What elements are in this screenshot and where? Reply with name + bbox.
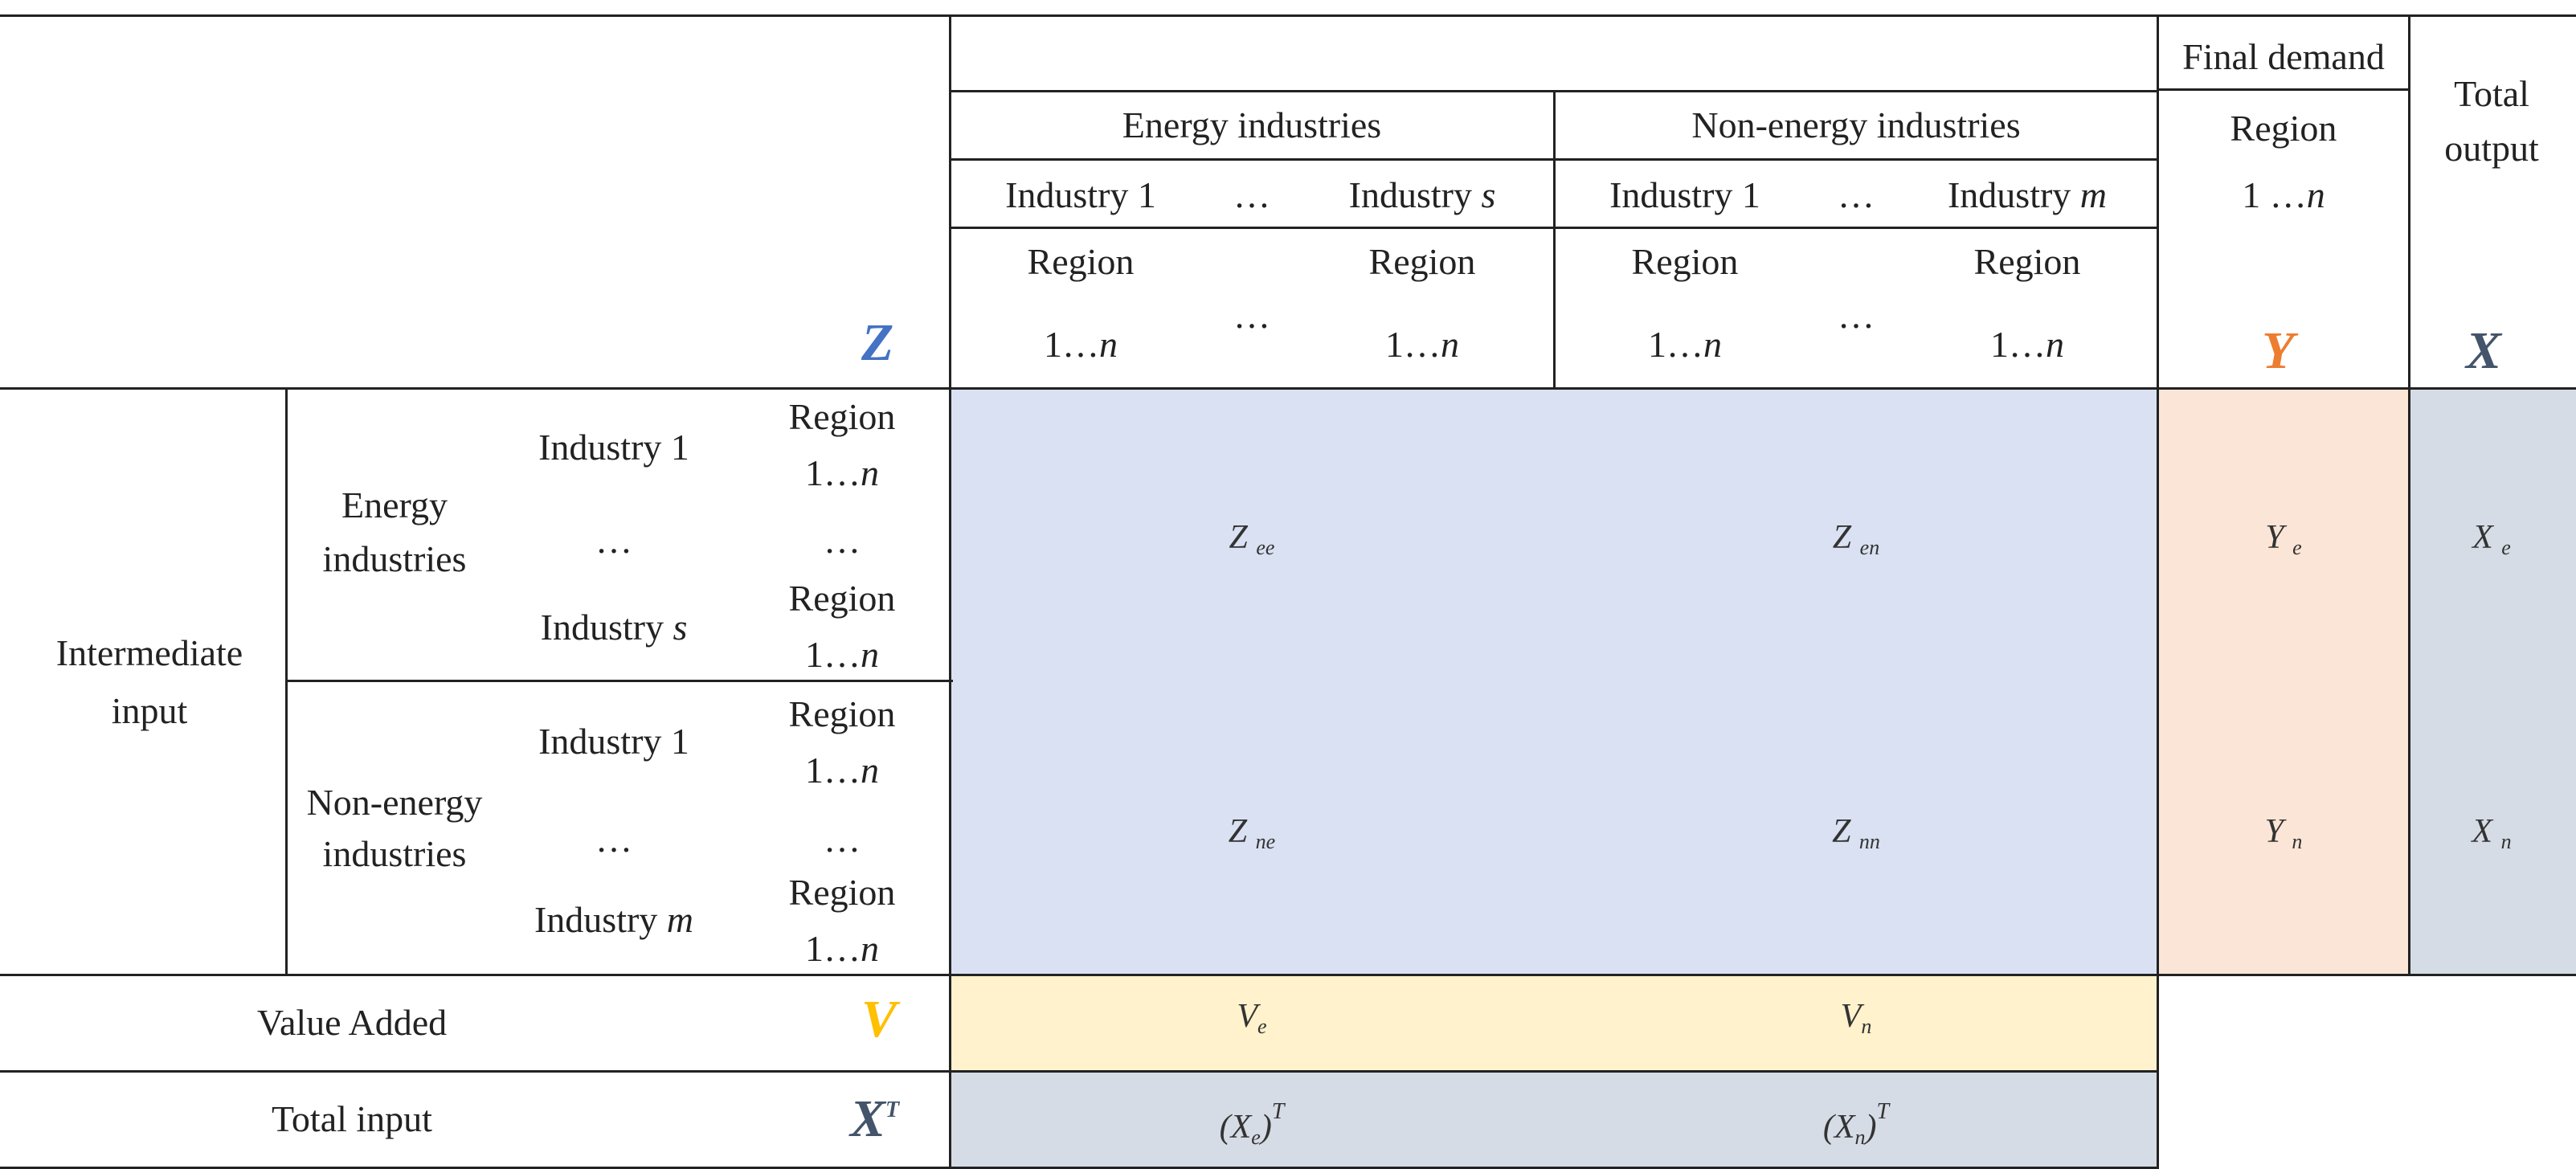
row-energy-line1: Energy bbox=[341, 484, 448, 525]
symbol-v: V bbox=[861, 990, 898, 1048]
row-energy-region-1: Region bbox=[788, 396, 896, 437]
header-nonenergy-ellipsis: … bbox=[1838, 174, 1875, 215]
header-total-output-line2: output bbox=[2444, 128, 2539, 169]
cell-x-e: X e bbox=[2472, 519, 2511, 559]
header-region-ellipsis-2: … bbox=[1838, 295, 1875, 336]
row-energy-region-ellipsis: … bbox=[824, 520, 861, 561]
row-nonenergy-line1: Non-energy bbox=[306, 782, 483, 823]
header-non-energy-industries: Non-energy industries bbox=[1691, 104, 2021, 145]
cell-x-n: X n bbox=[2472, 813, 2512, 853]
cell-z-ee: Z ee bbox=[1229, 519, 1275, 559]
header-nonenergy-industry-1: Industry 1 bbox=[1609, 174, 1760, 215]
row-nonenergy-region-ellipsis: … bbox=[824, 819, 861, 860]
header-region-2: Region bbox=[1368, 241, 1476, 282]
row-nonenergy-range-1: 1…n bbox=[805, 750, 879, 791]
rule-value-added-bottom bbox=[0, 1070, 2159, 1073]
row-nonenergy-line2: industries bbox=[322, 833, 467, 874]
header-range-3: 1…n bbox=[1648, 324, 1722, 365]
z-matrix-block bbox=[951, 389, 2157, 975]
symbol-x: X bbox=[2466, 321, 2502, 380]
header-nonenergy-industry-m: Industry m bbox=[1947, 174, 2108, 215]
cell-z-ne: Z ne bbox=[1228, 813, 1276, 853]
header-range-1: 1…n bbox=[1044, 324, 1118, 365]
row-energy-industry-s: Industry s bbox=[540, 607, 688, 648]
row-energy-range-2: 1…n bbox=[805, 634, 879, 675]
header-energy-industry-1: Industry 1 bbox=[1005, 174, 1156, 215]
header-final-demand: Final demand bbox=[2182, 36, 2385, 77]
row-nonenergy-region-1: Region bbox=[788, 693, 896, 734]
cell-xe-t: (Xe)T bbox=[1219, 1099, 1285, 1149]
cell-z-en: Z en bbox=[1832, 519, 1880, 559]
row-energy-line2: industries bbox=[322, 538, 467, 579]
header-total-output-line1: Total bbox=[2454, 73, 2529, 114]
header-region-4: Region bbox=[1973, 241, 2081, 282]
header-region-1: Region bbox=[1027, 241, 1135, 282]
cell-z-nn: Z nn bbox=[1832, 813, 1880, 853]
row-energy-region-2: Region bbox=[788, 578, 896, 619]
rule-intermediate-bottom bbox=[0, 974, 2576, 976]
symbol-xt: XT bbox=[850, 1089, 900, 1148]
v-value-added-block bbox=[951, 976, 2157, 1070]
header-range-4: 1…n bbox=[1990, 324, 2064, 365]
y-final-demand-block bbox=[2159, 389, 2408, 975]
vline-row-group bbox=[285, 387, 288, 975]
cell-v-n: Vn bbox=[1840, 998, 1872, 1038]
value-added-label: Value Added bbox=[256, 1002, 448, 1043]
header-energy-industry-s: Industry s bbox=[1348, 174, 1496, 215]
cell-y-n: Y n bbox=[2264, 813, 2303, 853]
rule-final-demand bbox=[2159, 88, 2408, 91]
xt-total-input-block bbox=[951, 1073, 2157, 1167]
row-intermediate-line1: Intermediate bbox=[55, 632, 243, 673]
row-nonenergy-range-2: 1…n bbox=[805, 928, 879, 969]
header-fd-region: Region bbox=[2230, 108, 2337, 149]
symbol-z: Z bbox=[861, 313, 894, 372]
row-energy-industry-1: Industry 1 bbox=[538, 427, 689, 468]
rule-sector-split bbox=[286, 680, 953, 682]
row-nonenergy-region-2: Region bbox=[788, 872, 896, 913]
rule-top bbox=[0, 14, 2576, 17]
total-input-label: Total input bbox=[272, 1098, 432, 1139]
vline-energy-split bbox=[1553, 90, 1556, 389]
header-energy-ellipsis: … bbox=[1233, 174, 1270, 215]
row-intermediate-line2: input bbox=[111, 690, 188, 731]
row-energy-ellipsis: … bbox=[595, 520, 632, 561]
row-energy-range-1: 1…n bbox=[805, 452, 879, 493]
x-total-output-block bbox=[2410, 389, 2576, 975]
vline-matrix-left bbox=[949, 14, 951, 1169]
cell-xn-t: (Xn)T bbox=[1822, 1099, 1890, 1149]
row-nonenergy-industry-m: Industry m bbox=[534, 899, 694, 940]
header-region-ellipsis-1: … bbox=[1233, 295, 1270, 336]
rule-bottom bbox=[0, 1167, 2159, 1169]
vline-final-demand-left bbox=[2157, 14, 2159, 1169]
cell-y-e: Y e bbox=[2265, 519, 2302, 559]
rule-header-bottom bbox=[0, 387, 2576, 390]
header-range-2: 1…n bbox=[1385, 324, 1459, 365]
vline-total-output-left bbox=[2408, 14, 2410, 975]
header-region-3: Region bbox=[1631, 241, 1739, 282]
cell-v-e: Ve bbox=[1237, 998, 1267, 1038]
row-nonenergy-industry-1: Industry 1 bbox=[538, 721, 689, 762]
header-fd-range: 1 …n bbox=[2242, 174, 2325, 215]
header-energy-industries: Energy industries bbox=[1122, 104, 1382, 145]
symbol-y: Y bbox=[2262, 321, 2295, 380]
row-nonenergy-ellipsis: … bbox=[595, 819, 632, 860]
